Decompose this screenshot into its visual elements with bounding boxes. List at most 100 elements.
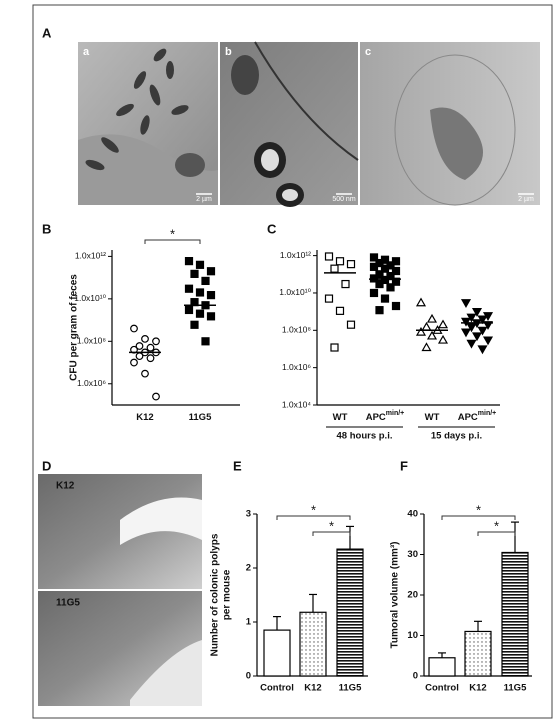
point xyxy=(471,308,483,317)
significance-bracket xyxy=(441,515,516,520)
y-tick-label: 1.0x10⁶ xyxy=(77,378,106,388)
category-superscript: min/+ xyxy=(478,410,496,417)
point xyxy=(330,264,339,273)
point xyxy=(135,342,144,350)
point xyxy=(146,354,155,363)
panel-label: B xyxy=(42,221,51,236)
point xyxy=(152,337,160,346)
bar xyxy=(428,657,456,677)
x-tick-label: K12 xyxy=(304,683,321,694)
micrograph xyxy=(360,42,540,206)
point xyxy=(386,283,395,292)
y-tick-label: 0 xyxy=(413,671,418,682)
point xyxy=(375,270,384,279)
point xyxy=(477,345,488,355)
image-label: b xyxy=(225,46,232,58)
significance-bracket xyxy=(312,531,351,536)
point xyxy=(341,279,350,289)
point xyxy=(206,312,216,321)
significance-label: * xyxy=(311,502,316,517)
y-tick-label: 20 xyxy=(407,590,418,601)
scale-label: 2 µm xyxy=(196,196,212,203)
point xyxy=(375,306,384,315)
x-tick-label: Control xyxy=(260,683,294,694)
category-name: APC xyxy=(366,412,386,423)
significance-bracket xyxy=(144,239,201,244)
y-tick-label: 1.0x10⁴ xyxy=(282,399,312,409)
point xyxy=(146,343,155,352)
point xyxy=(152,392,160,401)
point xyxy=(130,324,138,333)
y-tick-label: 10 xyxy=(407,630,418,641)
x-tick-label: K12 xyxy=(136,412,153,423)
panel-label: C xyxy=(267,221,277,236)
point xyxy=(141,369,149,378)
x-tick-label: WT xyxy=(425,412,440,423)
category-name: K12 xyxy=(136,412,153,423)
bar xyxy=(501,551,529,677)
y-tick-label: 1.0x10⁸ xyxy=(282,325,312,335)
category-name: WT xyxy=(425,412,440,423)
y-axis-label: Tumoral volume (mm³) xyxy=(390,541,401,648)
category-name: WT xyxy=(333,412,348,423)
point xyxy=(460,328,472,338)
point xyxy=(135,352,144,361)
point xyxy=(369,253,379,262)
scale-label: 2 µm xyxy=(518,196,534,203)
significance-label: * xyxy=(170,226,175,241)
scale-label: 500 nm xyxy=(332,196,356,203)
point xyxy=(471,332,483,342)
y-tick-label: 1 xyxy=(246,617,252,628)
image-label: 11G5 xyxy=(56,598,80,609)
point xyxy=(184,257,194,266)
point xyxy=(324,252,334,261)
panel-label: D xyxy=(42,458,51,473)
point xyxy=(375,279,384,289)
image-label: K12 xyxy=(56,481,75,492)
panel-label: A xyxy=(42,25,52,40)
point xyxy=(426,313,438,323)
point xyxy=(415,326,427,336)
point xyxy=(460,317,472,327)
point xyxy=(369,288,379,298)
point xyxy=(482,336,494,346)
y-tick-label: 30 xyxy=(407,549,418,560)
y-tick-label: 3 xyxy=(246,509,251,520)
point xyxy=(190,320,199,329)
category-name: APC xyxy=(458,412,478,423)
y-tick-label: 1.0x10¹⁰ xyxy=(279,287,311,297)
point xyxy=(415,297,427,307)
group-label: 15 days p.i. xyxy=(431,431,482,442)
point xyxy=(391,266,401,276)
point xyxy=(391,277,401,286)
x-tick-label: WT xyxy=(333,412,348,423)
point xyxy=(369,262,379,271)
point xyxy=(426,330,438,340)
y-tick-label: 1.0x10¹⁰ xyxy=(74,293,106,303)
point xyxy=(466,313,477,323)
y-axis-label: Number of colonic polyps xyxy=(210,533,221,656)
point xyxy=(184,305,194,315)
point xyxy=(437,319,449,329)
panel-label: E xyxy=(233,458,242,473)
significance-bracket xyxy=(477,531,516,536)
y-tick-label: 1.0x10¹² xyxy=(280,250,311,260)
x-tick-label: APCmin/+ xyxy=(366,410,405,423)
point xyxy=(335,257,345,266)
y-tick-label: 1.0x10⁸ xyxy=(77,336,107,346)
bar xyxy=(263,629,291,677)
point xyxy=(380,275,390,285)
point xyxy=(206,267,216,276)
point xyxy=(380,294,390,303)
point xyxy=(380,264,390,273)
point xyxy=(346,260,356,269)
image-label: a xyxy=(83,46,90,58)
point xyxy=(437,334,449,344)
significance-label: * xyxy=(494,518,499,533)
point xyxy=(201,276,210,286)
point xyxy=(206,291,216,300)
significance-label: * xyxy=(329,518,334,533)
point xyxy=(190,269,199,278)
point xyxy=(391,301,401,311)
